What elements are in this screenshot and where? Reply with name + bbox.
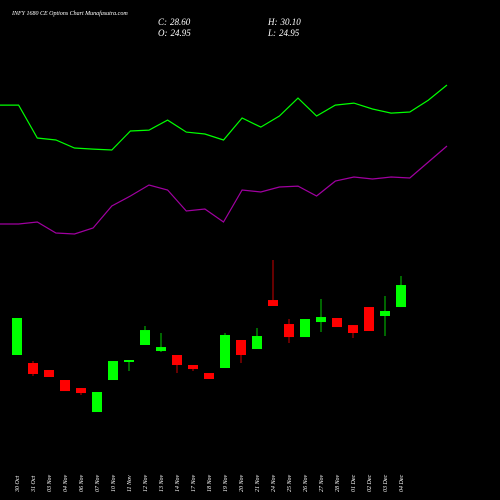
x-tick-label: 02 Dec	[367, 475, 373, 492]
chart-title: INFY 1680 CE Options Chart Munafasutra.c…	[11, 10, 128, 17]
x-tick-label: 18 Nov	[207, 474, 213, 492]
candle-body	[380, 311, 390, 317]
candle-body	[76, 388, 86, 394]
x-tick-label: 01 Dec	[351, 475, 357, 492]
candle-body	[364, 307, 374, 332]
candle-body	[188, 365, 198, 370]
candle-body	[28, 363, 38, 374]
x-tick-label: 12 Nov	[143, 474, 149, 492]
candle-body	[140, 330, 150, 345]
x-tick-label: 28 Nov	[335, 474, 341, 492]
x-tick-label: 06 Nov	[79, 474, 85, 492]
readout-value: 24.95	[171, 28, 192, 38]
candle-body	[316, 317, 326, 323]
candle-body	[300, 319, 310, 338]
x-tick-label: 19 Nov	[223, 474, 229, 492]
candle-body	[268, 300, 278, 306]
x-tick-label: 26 Nov	[303, 474, 309, 492]
candle-body	[124, 360, 134, 362]
x-tick-label: 17 Nov	[191, 474, 197, 492]
readout: H: 30.10	[267, 17, 301, 27]
x-tick-label: 25 Nov	[287, 474, 293, 492]
readout: L: 24.95	[267, 28, 300, 38]
candle-body	[204, 373, 214, 379]
x-tick-label: 24 Nov	[270, 474, 277, 492]
x-tick-label: 03 Nov	[47, 474, 53, 492]
candle-body	[396, 285, 406, 308]
x-tick-label: 21 Nov	[255, 474, 261, 492]
readout-value: 30.10	[280, 17, 302, 27]
candle-body	[92, 392, 102, 413]
readout: C: 28.60	[158, 17, 191, 27]
indicator-line	[0, 84, 448, 151]
candle-body	[60, 380, 70, 392]
candle-body	[236, 339, 246, 355]
candle-body	[108, 361, 118, 381]
candle-body	[172, 354, 182, 366]
x-tick-label: 07 Nov	[95, 474, 101, 492]
candle-body	[332, 317, 342, 328]
x-tick-label: 27 Nov	[319, 474, 325, 492]
x-tick-label: 31 Oct	[31, 476, 37, 493]
x-tick-label: 20 Nov	[239, 474, 245, 492]
x-tick-label: 04 Dec	[398, 475, 405, 492]
x-tick-label: 04 Nov	[62, 474, 69, 492]
candle-body	[220, 334, 230, 369]
x-tick-label: 10 Nov	[111, 474, 117, 492]
x-tick-label: 11 Nov	[127, 475, 133, 492]
x-tick-label: 30 Oct	[15, 476, 21, 493]
indicator-line	[0, 145, 448, 235]
x-tick-label: 03 Dec	[383, 475, 389, 492]
candle-body	[12, 317, 22, 355]
candle-body	[348, 325, 358, 333]
candle-body	[44, 370, 54, 377]
readout-key: L:	[267, 28, 276, 38]
readout-value: 24.95	[279, 28, 300, 38]
readout-value: 28.60	[170, 17, 191, 27]
readout-key: C:	[158, 17, 167, 27]
x-tick-label: 13 Nov	[159, 474, 165, 492]
candle-body	[284, 324, 294, 338]
candle-body	[252, 336, 262, 350]
readout-key: O:	[158, 28, 168, 38]
readout-key: H:	[267, 17, 278, 27]
candle-body	[156, 347, 166, 352]
readout: O: 24.95	[158, 28, 191, 38]
x-tick-label: 14 Nov	[174, 474, 181, 492]
